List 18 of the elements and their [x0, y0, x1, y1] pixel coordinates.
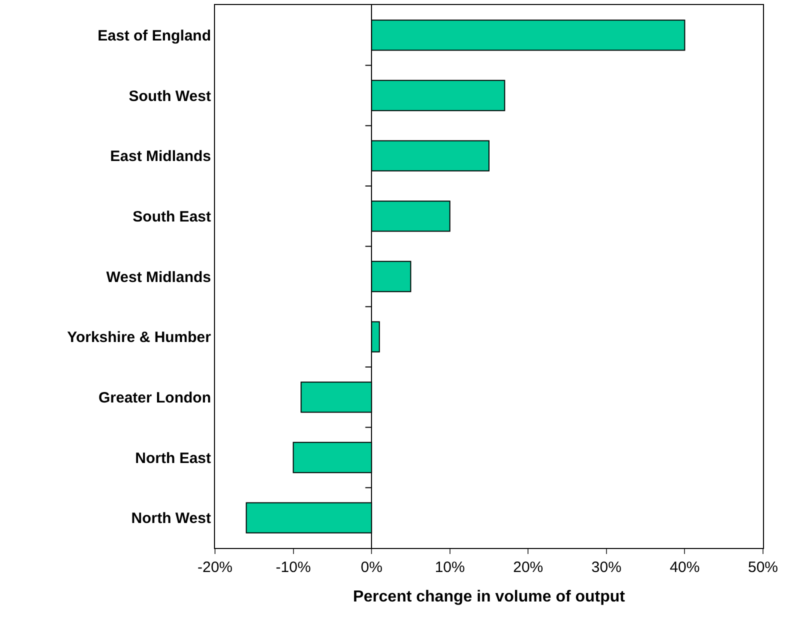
y-tick-label: East Midlands: [110, 148, 211, 166]
x-axis-title: Percent change in volume of output: [352, 588, 626, 606]
y-tick-label: East of England: [98, 27, 211, 44]
x-tick-label: 0%: [360, 559, 382, 576]
y-tick-label: Greater London: [98, 389, 211, 406]
y-tick-label: Yorkshire & Humber: [67, 329, 212, 346]
x-tick-label: 10%: [434, 559, 465, 576]
y-tick-label: West Midlands: [106, 268, 211, 286]
x-tick-label: 40%: [670, 559, 700, 576]
x-tick-label: 30%: [591, 559, 622, 576]
x-tick-label: 50%: [748, 559, 778, 576]
x-tick-label: 20%: [513, 559, 544, 576]
x-tick-label: -10%: [276, 559, 311, 576]
y-tick-label: South West: [128, 88, 211, 105]
y-tick-label: North West: [131, 510, 211, 528]
y-tick-label: North East: [135, 450, 212, 467]
y-tick-label: South East: [132, 208, 211, 226]
x-tick-label: -20%: [197, 559, 233, 576]
